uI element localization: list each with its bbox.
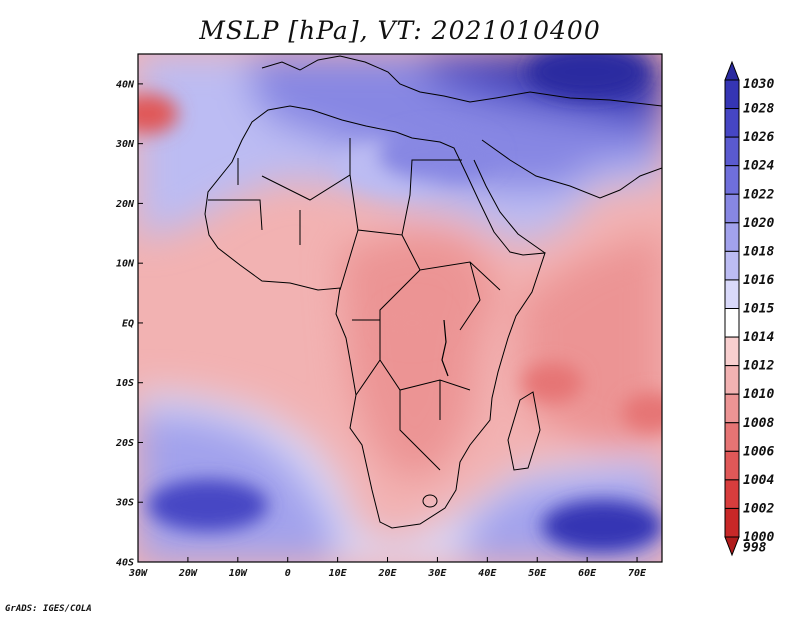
colorbar-swatch: [724, 136, 740, 167]
grads-credit: GrADS: IGES/COLA: [5, 604, 92, 614]
colorbar-swatch: [724, 393, 740, 424]
lat-tick-label: 40S: [116, 558, 134, 569]
colorbar-label: 1020: [743, 216, 774, 231]
lat-tick-label: 30S: [115, 498, 134, 509]
colorbar-bottom-arrow: [724, 536, 740, 557]
map-frame: [137, 53, 663, 563]
colorbar-swatch: [724, 507, 740, 538]
pressure-centres: [138, 54, 662, 553]
lon-tick-label: 30W: [128, 568, 148, 579]
colorbar-swatch: [724, 250, 740, 281]
rift-lakes: [441, 319, 449, 377]
colorbar-label: 1015: [743, 302, 774, 317]
colorbar-label: 1014: [743, 330, 774, 345]
colorbar-swatch: [724, 336, 740, 367]
colorbar-label: 1010: [743, 387, 774, 402]
lon-tick-label: 20W: [178, 568, 198, 579]
colorbar-label: 1022: [743, 187, 774, 202]
lon-tick-label: 10W: [229, 568, 248, 579]
lat-tick-label: EQ: [122, 318, 134, 329]
colorbar-label: 1028: [743, 102, 774, 117]
colorbar-label: 1030: [743, 77, 774, 92]
coastlines: [204, 55, 662, 529]
pressure-field: [138, 54, 662, 562]
colorbar-swatch: [724, 193, 740, 224]
asian-high-centre: [527, 54, 648, 98]
colorbar-label: 1024: [743, 159, 774, 174]
colorbar-swatch: [724, 450, 740, 481]
colorbar-label: 1000: [743, 530, 774, 545]
colorbar-label: 1004: [743, 473, 774, 488]
central-africa-trough-centre: [382, 302, 443, 343]
colorbar-swatch: [724, 108, 740, 138]
africa-coastline: [204, 105, 546, 529]
lat-tick-label: 30N: [115, 139, 135, 150]
colorbar-swatch: [724, 479, 740, 509]
east-indian-ocean-low-centre: [622, 392, 662, 433]
lat-tick-label: 10N: [116, 259, 135, 270]
indian-ocean-low-centre: [522, 362, 583, 403]
lat-tick-label: 10S: [116, 378, 134, 389]
country-borders: [208, 138, 501, 471]
colorbar-swatch: [724, 365, 740, 395]
lat-tick-label: 20N: [115, 199, 135, 210]
colorbar-label: 1016: [743, 273, 774, 288]
longitude-axis: 30W 20W 10W 0 10E 20E 30E 40E 50E 60E 70E: [128, 557, 647, 579]
europe-mideast-coastline: [261, 55, 662, 107]
colorbar-swatch: [724, 165, 740, 195]
lon-tick-label: 0: [285, 568, 291, 579]
arabia-coastline: [473, 139, 662, 254]
colorbar-swatch: [724, 79, 740, 110]
colorbar-label: 998: [743, 540, 767, 555]
colorbar-swatch: [724, 422, 740, 452]
madagascar-coastline: [507, 391, 541, 471]
colorbar-label: 1018: [743, 244, 774, 259]
colorbar-label: 1026: [743, 130, 774, 145]
map-title: MSLP [hPa], VT: 2021010400: [199, 16, 601, 45]
lon-tick-label: 10E: [329, 568, 348, 579]
colorbar-label: 1012: [743, 359, 774, 374]
south-atlantic-high-centre: [147, 479, 268, 532]
south-indian-high-centre: [542, 500, 662, 553]
colorbar-swatch: [724, 308, 740, 338]
colorbar-label: 1008: [743, 416, 774, 431]
egypt-ridge-centre: [377, 129, 498, 182]
lat-tick-label: 20S: [115, 438, 134, 449]
lon-tick-label: 30E: [427, 568, 447, 579]
continental-trough: [340, 230, 500, 480]
latitude-axis: 40N 30N 20N 10N EQ 10S 20S 30S 40S: [115, 79, 143, 569]
colorbar-top-arrow: [724, 60, 740, 81]
colorbar-swatch: [724, 222, 740, 252]
lesotho-border: [422, 494, 438, 508]
lon-tick-label: 50E: [528, 568, 547, 579]
colorbar-label: 1002: [743, 501, 774, 516]
colorbar: 1030 1028 1026 1024 1022 1020 1018 1016 1015 1014…: [724, 60, 774, 557]
colorbar-label: 1006: [743, 444, 774, 459]
lon-tick-label: 20E: [377, 568, 397, 579]
lon-tick-label: 70E: [628, 568, 647, 579]
lat-tick-label: 40N: [116, 79, 135, 90]
lon-tick-label: 40E: [478, 568, 497, 579]
lon-tick-label: 60E: [578, 568, 597, 579]
azores-low-centre: [138, 93, 178, 134]
colorbar-swatch: [724, 279, 740, 309]
